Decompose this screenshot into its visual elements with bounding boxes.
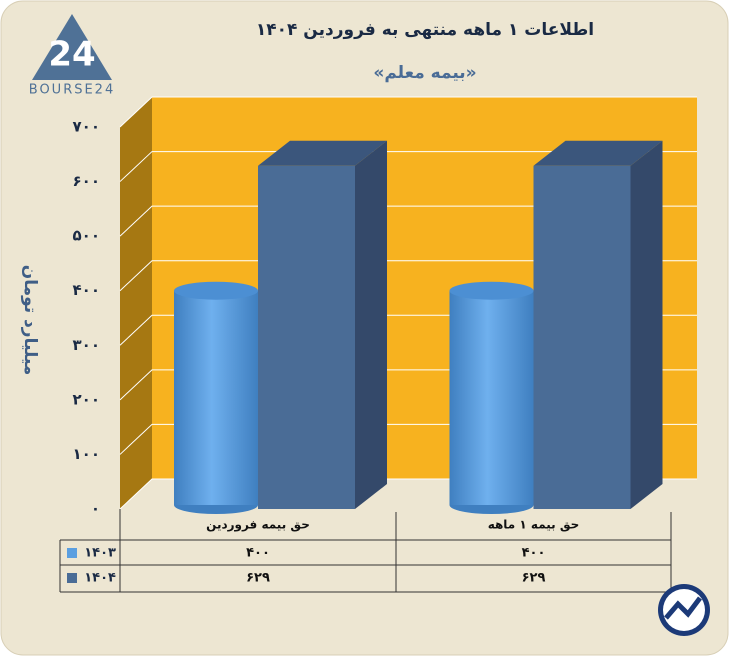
bar-box bbox=[258, 140, 387, 509]
x-tick-label: حق بیمه فروردین bbox=[206, 518, 310, 533]
logo-text: BOURSE24 bbox=[29, 83, 115, 98]
legend-swatch bbox=[67, 573, 77, 583]
y-tick-label: ۳۰۰ bbox=[73, 336, 100, 354]
box-top bbox=[533, 140, 663, 166]
cylinder-body bbox=[449, 290, 534, 505]
chart-title: اطلاعات ۱ ماهه منتهی به فروردین ۱۴۰۴ bbox=[256, 20, 594, 40]
bar-cylinder bbox=[174, 281, 258, 514]
bar-cylinder bbox=[449, 281, 534, 514]
value-label: ۴۰۰ bbox=[522, 546, 546, 561]
y-tick-label: ۵۰۰ bbox=[73, 227, 100, 245]
y-tick-label: ۰ bbox=[91, 500, 100, 518]
grid-line bbox=[119, 205, 697, 237]
value-label: ۶۲۹ bbox=[246, 571, 270, 586]
box-top bbox=[258, 140, 387, 166]
grid-line bbox=[119, 260, 697, 292]
box-side bbox=[355, 140, 387, 509]
cylinder-top bbox=[174, 281, 258, 300]
legend-label: ۱۴۰۳ bbox=[84, 546, 116, 561]
cylinder-body bbox=[174, 290, 258, 505]
logo-mark: 24 bbox=[48, 35, 95, 75]
y-tick-label: ۲۰۰ bbox=[73, 390, 100, 408]
y-tick-label: ۱۰۰ bbox=[73, 445, 100, 463]
value-label: ۴۰۰ bbox=[246, 546, 270, 561]
y-tick-label: ۶۰۰ bbox=[73, 172, 100, 190]
chart-subtitle: «بیمه معلم» bbox=[373, 63, 476, 83]
box-front bbox=[258, 165, 355, 509]
cylinder-top bbox=[449, 281, 534, 300]
box-front bbox=[533, 165, 631, 509]
box-side bbox=[630, 140, 663, 509]
table-frame bbox=[59, 509, 672, 593]
legend-label: ۱۴۰۴ bbox=[84, 571, 116, 586]
y-axis-label: میلیارد تومان bbox=[20, 265, 40, 376]
value-label: ۶۲۹ bbox=[522, 571, 546, 586]
grid-line bbox=[119, 151, 697, 182]
y-tick-label: ۷۰۰ bbox=[73, 118, 100, 136]
grid-line bbox=[119, 96, 697, 128]
bar-box bbox=[533, 140, 663, 509]
x-tick-label: حق بیمه ۱ ماهه bbox=[488, 518, 580, 532]
y-tick-label: ۴۰۰ bbox=[73, 281, 100, 299]
legend-swatch bbox=[67, 548, 77, 558]
corner-logo bbox=[658, 584, 710, 636]
logo: 24 BOURSE24 bbox=[29, 14, 115, 98]
